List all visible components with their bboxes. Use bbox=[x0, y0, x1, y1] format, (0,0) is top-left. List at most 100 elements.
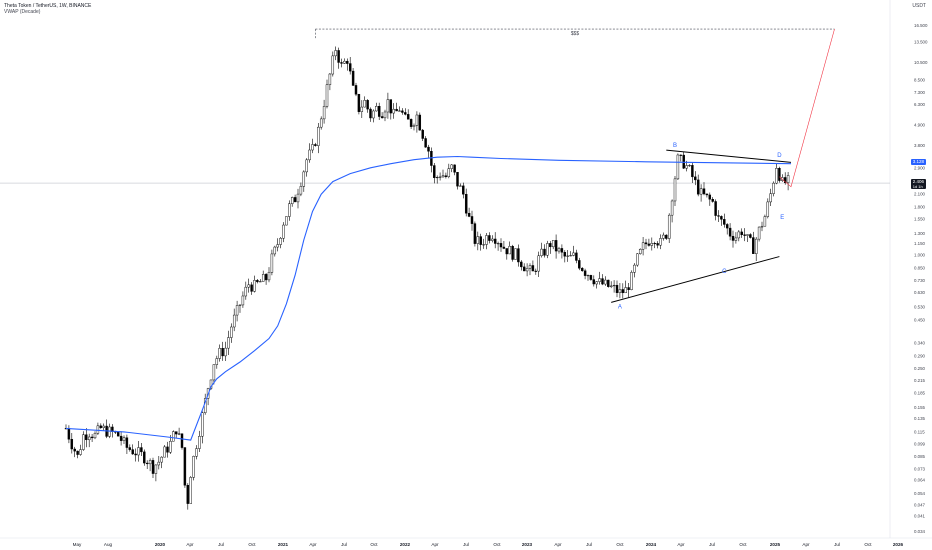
candle-body bbox=[218, 348, 221, 359]
candle-body bbox=[169, 440, 172, 453]
candle-body bbox=[337, 50, 340, 63]
candle-body bbox=[731, 235, 735, 241]
currency-label: USDT bbox=[912, 3, 926, 9]
y-tick-label: 1.300 bbox=[914, 231, 926, 236]
y-tick-label: 3.800 bbox=[914, 143, 926, 148]
candle-body bbox=[696, 179, 700, 195]
candle-body bbox=[482, 244, 485, 246]
candle-body bbox=[531, 265, 535, 272]
candle-body bbox=[618, 289, 622, 293]
candle-body bbox=[424, 138, 427, 148]
candle-body bbox=[267, 272, 271, 281]
projection-arrow[interactable] bbox=[779, 29, 835, 188]
candle-body bbox=[282, 224, 285, 239]
x-tick-label: Jul bbox=[586, 542, 592, 547]
y-tick-label: 0.054 bbox=[914, 491, 926, 496]
candle-body bbox=[82, 434, 85, 450]
candle-body bbox=[583, 270, 587, 276]
candle-body bbox=[746, 234, 749, 236]
candle-body bbox=[395, 108, 398, 112]
last-price-tag: 2.406 1d 1h bbox=[910, 179, 926, 190]
candle-body bbox=[340, 62, 343, 64]
y-tick-label: 0.085 bbox=[914, 454, 926, 459]
candle-body bbox=[557, 248, 561, 252]
y-tick-label: 0.250 bbox=[914, 366, 926, 371]
y-tick-label: 1.550 bbox=[914, 217, 926, 222]
candle-body bbox=[543, 248, 546, 256]
candle-body bbox=[357, 94, 361, 112]
candle-body bbox=[607, 279, 610, 287]
candle-body bbox=[615, 284, 619, 293]
candle-body bbox=[366, 100, 369, 110]
candle-body bbox=[421, 129, 424, 139]
x-tick-label: 2021 bbox=[278, 542, 289, 547]
y-tick-label: 0.290 bbox=[914, 354, 926, 359]
indicator-label[interactable]: VWAP (Decade) bbox=[4, 9, 41, 15]
trendline[interactable] bbox=[611, 256, 780, 303]
candle-body bbox=[163, 446, 166, 458]
candle-body bbox=[122, 437, 126, 441]
candle-body bbox=[180, 433, 184, 448]
candle-body bbox=[778, 168, 781, 181]
trendline[interactable] bbox=[666, 149, 792, 163]
candle-body bbox=[554, 240, 558, 252]
candle-body bbox=[325, 84, 329, 107]
x-tick-label: Apr bbox=[186, 542, 194, 547]
x-tick-label: Apr bbox=[431, 542, 439, 547]
candle-body bbox=[586, 275, 590, 277]
y-tick-label: 0.450 bbox=[914, 318, 926, 323]
candle-body bbox=[154, 464, 158, 474]
candle-body bbox=[174, 431, 178, 435]
candle-body bbox=[514, 248, 517, 260]
candle-body bbox=[627, 287, 630, 290]
candle-body bbox=[763, 216, 767, 227]
candle-body bbox=[189, 477, 192, 504]
candle-body bbox=[578, 260, 581, 269]
candle-body bbox=[540, 248, 543, 257]
candle-body bbox=[528, 265, 532, 269]
candle-body bbox=[375, 106, 378, 112]
candle-body bbox=[737, 231, 741, 239]
symbol-title[interactable]: Theta Token / TetherUS, 1W, BINANCE bbox=[4, 3, 92, 9]
candle-body bbox=[215, 358, 219, 365]
candle-body bbox=[224, 347, 227, 357]
y-tick-label: 0.135 bbox=[914, 416, 926, 421]
candle-body bbox=[317, 126, 320, 146]
last-price-value: 2.406 bbox=[912, 179, 924, 185]
candle-body bbox=[682, 154, 685, 169]
candle-body bbox=[116, 432, 120, 437]
y-tick-label: 8.500 bbox=[914, 77, 926, 82]
candle-body bbox=[464, 194, 468, 214]
candle-body bbox=[259, 281, 262, 283]
candle-body bbox=[172, 431, 175, 442]
candle-body bbox=[783, 177, 787, 183]
candle-body bbox=[499, 243, 503, 248]
candle-body bbox=[537, 255, 540, 272]
candle-body bbox=[319, 118, 323, 128]
candle-body bbox=[290, 197, 294, 204]
candle-body bbox=[772, 182, 775, 194]
candle-body bbox=[592, 279, 596, 285]
y-tick-label: 0.340 bbox=[914, 341, 926, 346]
x-tick-label: 2024 bbox=[646, 542, 657, 547]
candle-body bbox=[389, 99, 393, 114]
candle-body bbox=[752, 237, 755, 254]
candle-body bbox=[311, 144, 314, 151]
candle-body bbox=[520, 261, 523, 268]
candle-body bbox=[641, 242, 645, 250]
candle-body bbox=[479, 236, 482, 245]
candle-body bbox=[293, 197, 297, 203]
candle-body bbox=[493, 238, 497, 244]
candle-body bbox=[699, 188, 703, 195]
candle-body bbox=[734, 237, 738, 241]
y-tick-label: 0.185 bbox=[914, 390, 926, 395]
candle-body bbox=[427, 146, 430, 152]
candle-body bbox=[343, 60, 346, 64]
y-tick-label: 1.150 bbox=[914, 241, 926, 246]
candle-body bbox=[488, 235, 491, 241]
y-tick-label: 0.064 bbox=[914, 477, 926, 482]
candle-body bbox=[186, 485, 190, 504]
y-tick-label: 10.500 bbox=[914, 60, 928, 65]
x-tick-label: Jul bbox=[463, 542, 469, 547]
